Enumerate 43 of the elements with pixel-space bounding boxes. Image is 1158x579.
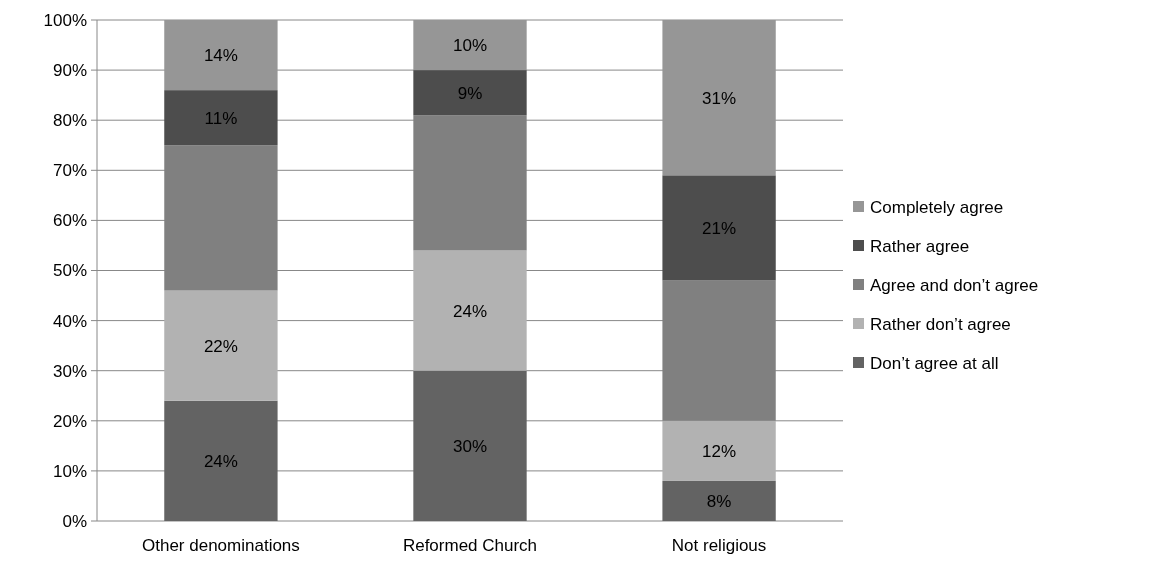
legend-label: Agree and don’t agree [870, 275, 1039, 295]
data-label: 14% [203, 46, 238, 66]
y-tick-label: 10% [52, 461, 87, 481]
legend-label: Don’t agree at all [870, 353, 999, 373]
y-tick-label: 40% [52, 311, 87, 331]
bar [662, 420, 776, 481]
data-label: 8% [706, 491, 732, 511]
data-label: 24% [452, 301, 488, 321]
data-label: 11% [204, 108, 238, 128]
bar [164, 290, 278, 401]
legend-label: Completely agree [870, 197, 1004, 217]
bar [164, 20, 278, 91]
y-tick-label: 100% [43, 10, 87, 30]
x-tick-label: Other denominations [142, 536, 300, 555]
y-tick-label: 90% [52, 61, 87, 81]
bar [413, 250, 527, 371]
data-label: 21% [702, 218, 737, 238]
bar [662, 175, 776, 281]
data-label: 30% [452, 436, 488, 456]
bar [164, 400, 278, 521]
bar [413, 370, 527, 521]
x-tick-label: Reformed Church [402, 536, 538, 555]
y-tick-label: 30% [52, 361, 87, 381]
data-label: 12% [702, 441, 737, 461]
y-tick-label: 60% [52, 211, 87, 231]
data-label: 22% [203, 336, 238, 356]
bar [413, 70, 527, 116]
bar [164, 90, 278, 146]
bar [413, 20, 527, 71]
data-label: 9% [457, 83, 483, 103]
y-tick-label: 80% [52, 111, 87, 131]
y-tick-label: 70% [52, 161, 87, 181]
data-label: 10% [452, 36, 488, 55]
y-tick-label: 20% [52, 411, 87, 431]
legend-label: Rather don’t agree [870, 314, 1011, 334]
y-tick-label: 50% [52, 261, 87, 281]
legend-label: Rather agree [870, 236, 970, 256]
y-tick-label: 0% [62, 511, 87, 531]
data-label: 24% [203, 451, 238, 471]
data-label: 31% [702, 88, 737, 108]
bar [662, 480, 776, 521]
bar [662, 20, 776, 176]
x-tick-label: Not religious [671, 536, 767, 555]
